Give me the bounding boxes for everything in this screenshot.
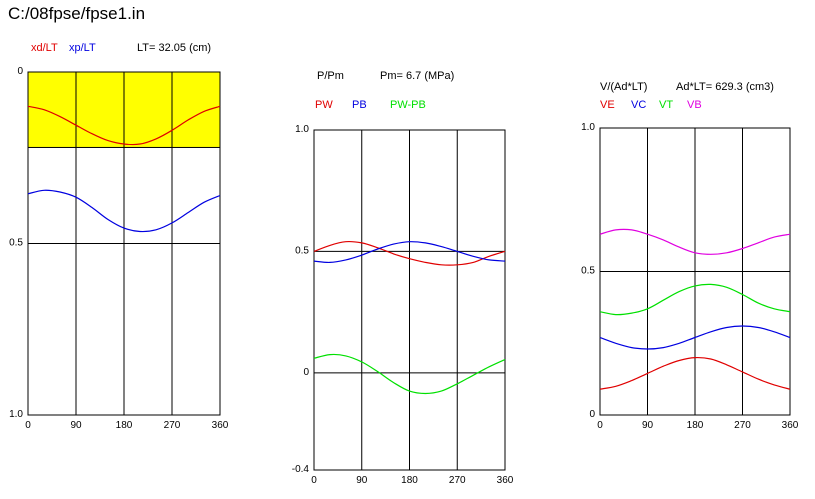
chart-panel-2: P/Pm Pm= 6.7 (MPa) PW PB PW-PB 0 90 180 270 360 1.… (292, 70, 514, 486)
x-tick-label: 270 (449, 475, 466, 486)
series-line-vc (599, 325, 791, 350)
series-line-vb (599, 228, 791, 255)
series-line-pw-pb (313, 353, 506, 395)
panel-quantity-label: V/(Ad*LT) (600, 81, 647, 93)
legend-ve: VE (600, 99, 615, 111)
legend-xd-lt: xd/LT (31, 42, 58, 54)
x-tick-label: 270 (734, 420, 751, 431)
y-tick-label: 1.0 (295, 124, 309, 135)
panel-info-label: LT= 32.05 (cm) (137, 42, 211, 54)
x-tick-label: 0 (25, 420, 31, 431)
x-tick-label: 90 (70, 420, 82, 431)
y-tick-label: 1.0 (9, 409, 23, 420)
x-tick-label: 180 (401, 475, 418, 486)
y-tick-label: 0 (303, 367, 309, 378)
y-tick-label: 1.0 (581, 122, 595, 133)
chart-panel-3: V/(Ad*LT) Ad*LT= 629.3 (cm3) VE VC VT VB 0 90 18… (581, 81, 799, 431)
panel-info-label: Pm= 6.7 (MPa) (380, 70, 454, 82)
series-line-xp-lt (27, 189, 221, 233)
legend-pw: PW (315, 99, 333, 111)
plot-frame (599, 127, 791, 416)
x-tick-label: 180 (116, 420, 133, 431)
x-tick-label: 180 (687, 420, 704, 431)
legend-vt: VT (659, 99, 673, 111)
legend-xp-lt: xp/LT (69, 42, 96, 54)
legend-pw-pb: PW-PB (390, 99, 426, 111)
x-tick-label: 360 (212, 420, 229, 431)
x-tick-label: 360 (497, 475, 514, 486)
x-tick-label: 0 (311, 475, 317, 486)
series-line-vt (599, 283, 791, 316)
y-tick-label: 0.5 (581, 266, 595, 277)
series-line-pw (313, 240, 506, 266)
legend-vc: VC (631, 99, 646, 111)
y-tick-label: 0 (589, 409, 595, 420)
chart-panel-1: LT= 32.05 (cm) xd/LT xp/LT 0 90 180 270 360 0 0.5… (9, 42, 229, 431)
y-tick-label: 0.5 (9, 238, 23, 249)
legend-pb: PB (352, 99, 367, 111)
x-tick-label: 90 (642, 420, 654, 431)
panel-info-label: Ad*LT= 629.3 (cm3) (676, 81, 774, 93)
x-tick-label: 360 (782, 420, 799, 431)
y-tick-label: 0 (17, 66, 23, 77)
x-tick-label: 0 (597, 420, 603, 431)
panel-quantity-label: P/Pm (317, 70, 344, 82)
series-line-pb (313, 241, 506, 264)
y-tick-label: 0.5 (295, 245, 309, 256)
legend-vb: VB (687, 99, 702, 111)
y-tick-label: -0.4 (292, 464, 310, 475)
x-tick-label: 270 (164, 420, 181, 431)
window-title: C:/08fpse/fpse1.in (8, 4, 145, 23)
plot-frame (313, 129, 506, 471)
x-tick-label: 90 (356, 475, 368, 486)
plot-frame (27, 71, 221, 416)
series-line-ve (599, 356, 791, 390)
series-line-xd-lt (27, 105, 221, 146)
